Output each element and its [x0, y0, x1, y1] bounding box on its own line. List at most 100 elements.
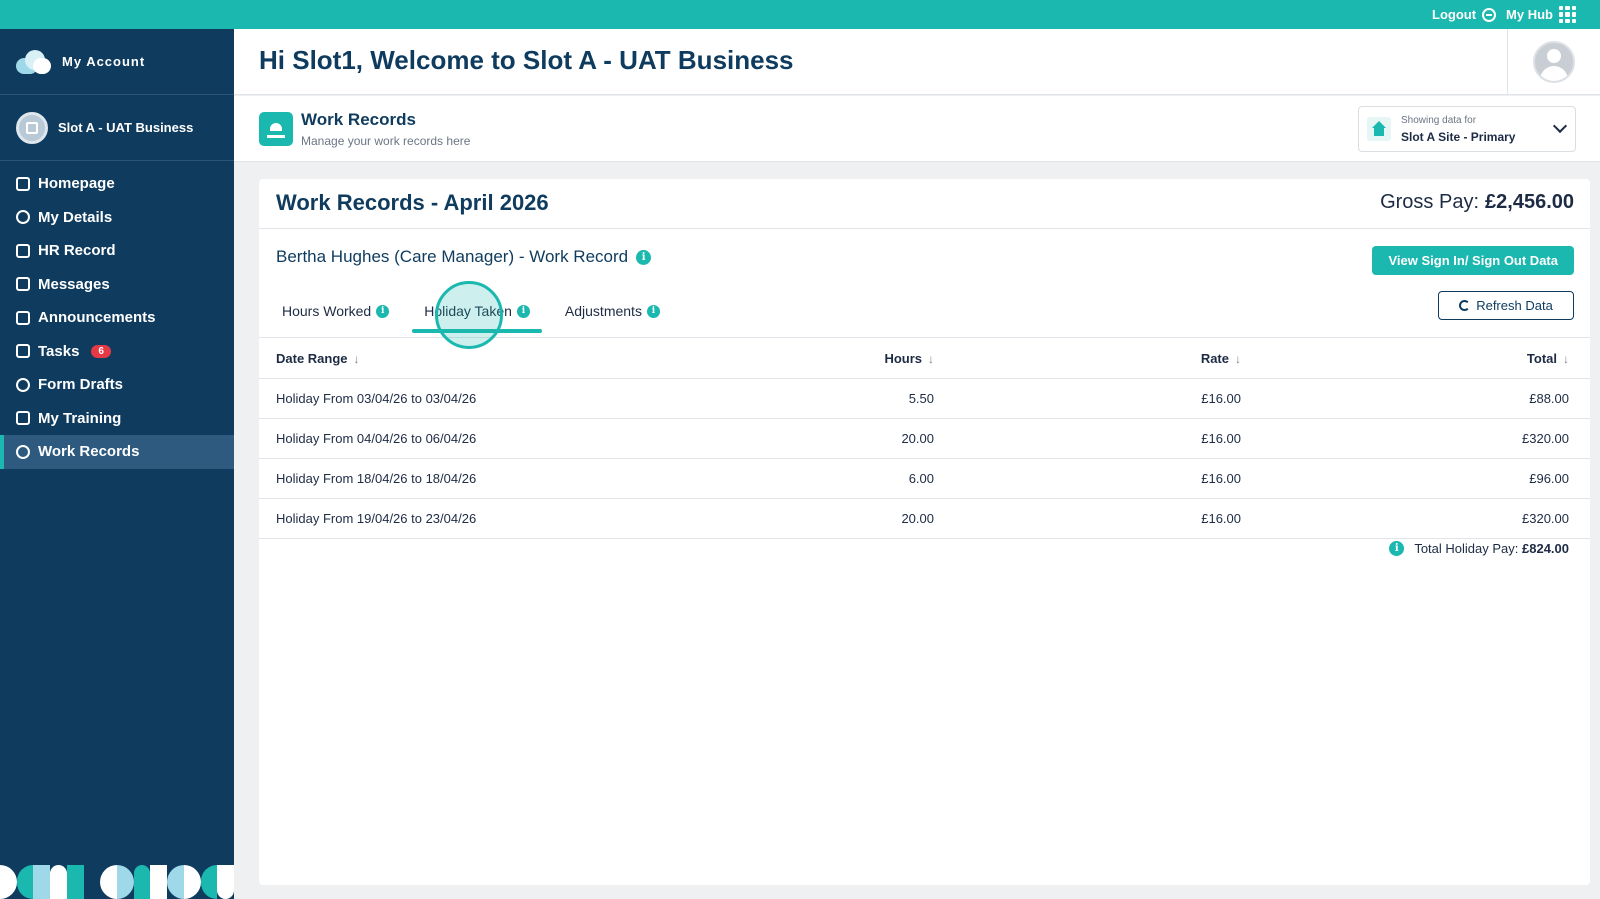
cell-hours: 5.50: [849, 378, 934, 419]
info-icon[interactable]: i: [516, 304, 530, 318]
cell-date-range: Holiday From 19/04/26 to 23/04/26: [259, 498, 849, 539]
site-selector-label: Showing data for: [1401, 115, 1477, 126]
tab-hours-worked[interactable]: Hours Worked i: [270, 289, 401, 333]
employee-record-title: Bertha Hughes (Care Manager) - Work Reco…: [276, 247, 652, 267]
building-icon: [16, 111, 48, 144]
clock-icon: [16, 444, 30, 459]
sidebar-item-label: Tasks: [38, 342, 80, 360]
cell-hours: 20.00: [849, 498, 934, 539]
chevron-down-icon: [1552, 118, 1568, 134]
view-sign-in-out-button[interactable]: View Sign In/ Sign Out Data: [1372, 246, 1574, 275]
record-tabs: Hours Worked i Holiday Taken i Adjustmen…: [259, 289, 672, 333]
column-header-date-range[interactable]: Date Range ↓: [259, 339, 849, 379]
cell-total: £320.00: [1241, 418, 1590, 459]
megaphone-icon: [16, 310, 30, 325]
info-icon[interactable]: i: [636, 249, 652, 265]
refresh-data-button[interactable]: Refresh Data: [1438, 291, 1574, 320]
table-row: Holiday From 03/04/26 to 03/04/26 5.50 £…: [259, 378, 1590, 419]
sort-arrow-icon: ↓: [928, 351, 934, 366]
tab-label: Holiday Taken: [424, 303, 512, 319]
site-selector[interactable]: Showing data for Slot A Site - Primary: [1358, 106, 1576, 152]
table-header-row: Date Range ↓ Hours ↓ Rate ↓ Total ↓: [259, 339, 1590, 379]
id-card-icon: [16, 243, 30, 258]
home-icon: [16, 176, 30, 191]
table-row: Holiday From 04/04/26 to 06/04/26 20.00 …: [259, 418, 1590, 459]
business-switcher[interactable]: Slot A - UAT Business: [0, 95, 234, 161]
sidebar-item-tasks[interactable]: Tasks 6: [0, 335, 234, 369]
sidebar-item-my-details[interactable]: My Details: [0, 201, 234, 235]
my-hub-link[interactable]: My Hub: [1506, 6, 1576, 23]
business-name: Slot A - UAT Business: [58, 120, 194, 135]
gross-pay: Gross Pay: £2,456.00: [1380, 191, 1574, 214]
page-header: Hi Slot1, Welcome to Slot A - UAT Busine…: [234, 29, 1600, 95]
avatar: [1533, 41, 1575, 83]
section-header: Work Records Manage your work records he…: [234, 96, 1600, 162]
info-icon[interactable]: i: [646, 304, 660, 318]
cell-rate: £16.00: [934, 498, 1241, 539]
sidebar-item-work-records[interactable]: Work Records: [0, 435, 234, 469]
cell-total: £88.00: [1241, 378, 1590, 419]
table-row: Holiday From 19/04/26 to 23/04/26 20.00 …: [259, 498, 1590, 539]
sidebar-item-hr-record[interactable]: HR Record: [0, 234, 234, 268]
site-selector-value: Slot A Site - Primary: [1401, 130, 1516, 144]
cloud-logo-icon: [16, 48, 52, 76]
cell-rate: £16.00: [934, 378, 1241, 419]
cell-rate: £16.00: [934, 418, 1241, 459]
employee-name: Bertha Hughes (Care Manager) - Work Reco…: [276, 247, 629, 266]
user-menu[interactable]: [1507, 29, 1600, 95]
site-home-icon: [1367, 117, 1391, 141]
gross-pay-label: Gross Pay:: [1380, 191, 1480, 213]
cell-date-range: Holiday From 18/04/26 to 18/04/26: [259, 458, 849, 499]
cell-hours: 6.00: [849, 458, 934, 499]
sidebar-item-label: Messages: [38, 275, 110, 293]
logout-icon: [1482, 7, 1497, 22]
checkbox-icon: [16, 344, 30, 359]
sidebar-item-label: Announcements: [38, 309, 156, 327]
card-header: Work Records - April 2026 Gross Pay: £2,4…: [259, 179, 1590, 229]
column-header-hours[interactable]: Hours ↓: [849, 339, 934, 379]
apps-grid-icon: [1559, 6, 1576, 23]
card-title: Work Records - April 2026: [276, 190, 549, 215]
logout-link[interactable]: Logout: [1432, 7, 1497, 22]
info-icon[interactable]: i: [376, 304, 390, 318]
work-records-card: Work Records - April 2026 Gross Pay: £2,4…: [259, 179, 1590, 885]
sidebar-header: My Account: [0, 29, 234, 95]
sidebar-item-label: HR Record: [38, 242, 116, 260]
tab-holiday-taken[interactable]: Holiday Taken i: [412, 289, 542, 333]
refresh-data-label: Refresh Data: [1476, 298, 1553, 313]
tasks-count-badge: 6: [91, 344, 111, 358]
sidebar-item-label: Work Records: [38, 443, 140, 461]
pencil-icon: [16, 377, 30, 392]
tab-divider: [259, 337, 1590, 338]
sidebar-item-my-training[interactable]: My Training: [0, 402, 234, 436]
cell-date-range: Holiday From 03/04/26 to 03/04/26: [259, 378, 849, 419]
sidebar-item-messages[interactable]: Messages: [0, 268, 234, 302]
tab-adjustments[interactable]: Adjustments i: [553, 289, 672, 333]
sidebar-item-announcements[interactable]: Announcements: [0, 301, 234, 335]
info-icon[interactable]: i: [1389, 541, 1405, 556]
logout-label: Logout: [1432, 7, 1477, 22]
sidebar: My Account Slot A - UAT Business Homepag…: [0, 29, 234, 899]
sidebar-item-homepage[interactable]: Homepage: [0, 167, 234, 201]
cell-rate: £16.00: [934, 458, 1241, 499]
sort-arrow-icon: ↓: [353, 351, 360, 366]
sidebar-item-label: My Training: [38, 409, 122, 427]
my-hub-label: My Hub: [1506, 7, 1553, 22]
top-bar: Logout My Hub: [0, 0, 1600, 29]
sort-arrow-icon: ↓: [1563, 351, 1569, 366]
beach-umbrella-icon: [259, 112, 293, 146]
column-header-rate[interactable]: Rate ↓: [934, 339, 1241, 379]
graduation-cap-icon: [16, 411, 30, 426]
sidebar-nav: Homepage My Details HR Record Messages A…: [0, 161, 234, 469]
total-holiday-pay-value: £824.00: [1522, 541, 1569, 556]
sidebar-item-form-drafts[interactable]: Form Drafts: [0, 368, 234, 402]
sidebar-item-label: Homepage: [38, 175, 115, 193]
column-header-total[interactable]: Total ↓: [1241, 339, 1590, 379]
decorative-pattern: [0, 865, 234, 899]
sidebar-item-label: Form Drafts: [38, 376, 124, 394]
tab-label: Hours Worked: [282, 303, 372, 319]
cell-date-range: Holiday From 04/04/26 to 06/04/26: [259, 418, 849, 459]
cell-total: £96.00: [1241, 458, 1590, 499]
section-title: Work Records: [301, 110, 416, 129]
total-holiday-pay-label: Total Holiday Pay:: [1414, 541, 1519, 556]
